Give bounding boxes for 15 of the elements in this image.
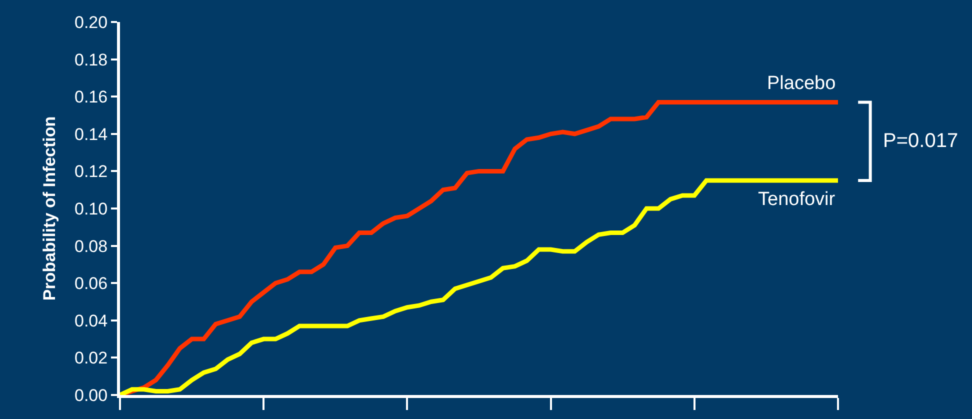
y-tick-label: 0.04 — [74, 311, 108, 330]
y-tick-label: 0.00 — [74, 386, 108, 405]
series-label: Tenofovir — [758, 189, 836, 210]
y-tick-label: 0.10 — [74, 199, 108, 218]
y-tick-label: 0.18 — [74, 50, 108, 70]
y-tick-label: 0.08 — [74, 236, 108, 256]
y-tick-label: 0.20 — [74, 12, 108, 32]
y-tick-label: 0.12 — [74, 162, 108, 182]
series-label: Placebo — [767, 73, 836, 94]
y-tick-label: 0.06 — [74, 274, 108, 294]
y-tick-label: 0.16 — [74, 88, 108, 107]
y-axis-title: Probability of Infection — [40, 116, 60, 301]
y-tick-label: 0.02 — [74, 348, 108, 368]
text: P=0.017 — [883, 130, 958, 152]
y-tick-label: 0.14 — [74, 124, 108, 144]
